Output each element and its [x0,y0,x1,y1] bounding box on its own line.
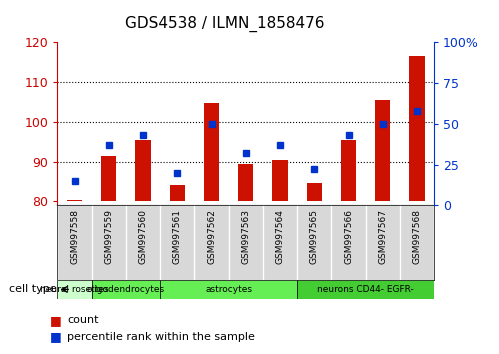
Bar [272,160,288,201]
Bar [160,280,297,299]
Text: GSM997566: GSM997566 [344,209,353,264]
Bar [67,200,82,201]
Bar [101,156,116,201]
Bar [135,140,151,201]
Text: ■: ■ [50,331,62,343]
Text: count: count [67,315,99,325]
Bar [409,56,425,201]
Bar [238,164,253,201]
Bar [170,185,185,201]
Text: astrocytes: astrocytes [205,285,252,294]
Bar [57,280,92,299]
Text: neurons CD44- EGFR-: neurons CD44- EGFR- [317,285,414,294]
Text: GSM997559: GSM997559 [104,209,113,264]
Text: cell type: cell type [9,284,57,295]
Text: percentile rank within the sample: percentile rank within the sample [67,332,255,342]
Bar [341,140,356,201]
Text: GDS4538 / ILMN_1858476: GDS4538 / ILMN_1858476 [125,16,324,32]
Text: GSM997567: GSM997567 [378,209,387,264]
Bar [297,280,434,299]
Text: GSM997565: GSM997565 [310,209,319,264]
Text: GSM997560: GSM997560 [139,209,148,264]
Bar [375,100,390,201]
Text: oligodendrocytes: oligodendrocytes [87,285,165,294]
Bar [204,103,219,201]
Text: GSM997568: GSM997568 [413,209,422,264]
Text: GSM997563: GSM997563 [241,209,250,264]
Text: GSM997561: GSM997561 [173,209,182,264]
Text: GSM997564: GSM997564 [275,209,284,264]
Text: ■: ■ [50,314,62,327]
Text: GSM997558: GSM997558 [70,209,79,264]
Bar [306,183,322,201]
Text: neural rosettes: neural rosettes [40,285,109,294]
Text: GSM997562: GSM997562 [207,209,216,264]
Bar [92,280,160,299]
